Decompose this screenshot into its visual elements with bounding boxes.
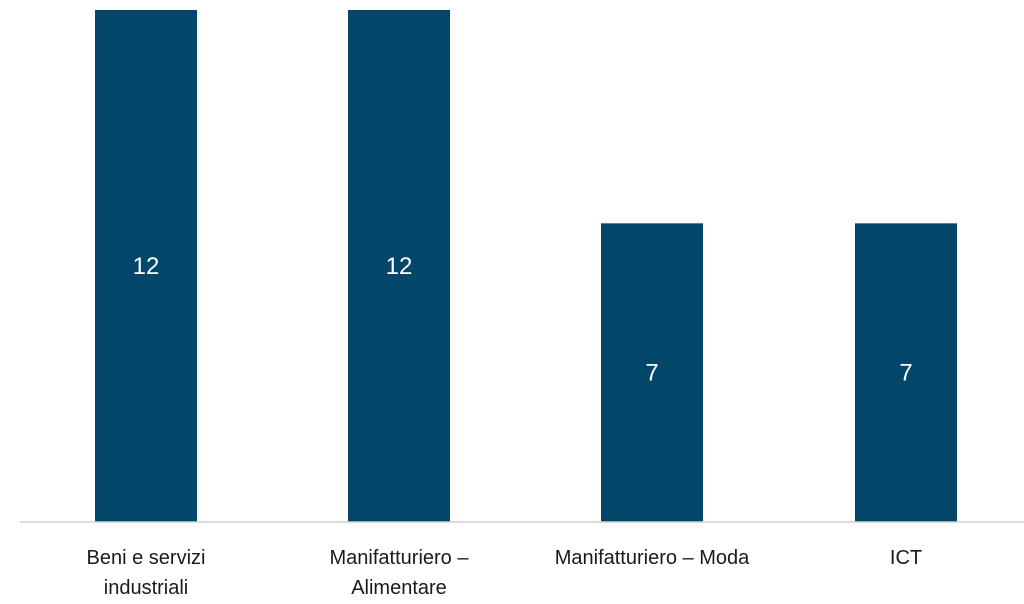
bar-0	[95, 10, 197, 522]
category-label-0: Beni e servizi industriali	[87, 547, 206, 599]
bar-2	[601, 223, 703, 523]
category-label-3: ICT	[890, 547, 922, 569]
bar-value-label-0: 12	[133, 253, 160, 280]
bar-value-label-3: 7	[899, 360, 912, 387]
bar-value-label-2: 7	[645, 360, 658, 387]
category-label-1: Manifatturiero – Alimentare	[330, 547, 470, 599]
bar-3	[855, 223, 957, 523]
category-labels: Beni e servizi industriali Manifatturiero …	[87, 547, 923, 599]
bar-value-label-1: 12	[386, 253, 413, 280]
category-label-2: Manifatturiero – Moda	[555, 547, 750, 569]
bars-layer: 12 12 7 7	[95, 10, 957, 523]
bar-1	[348, 10, 450, 522]
